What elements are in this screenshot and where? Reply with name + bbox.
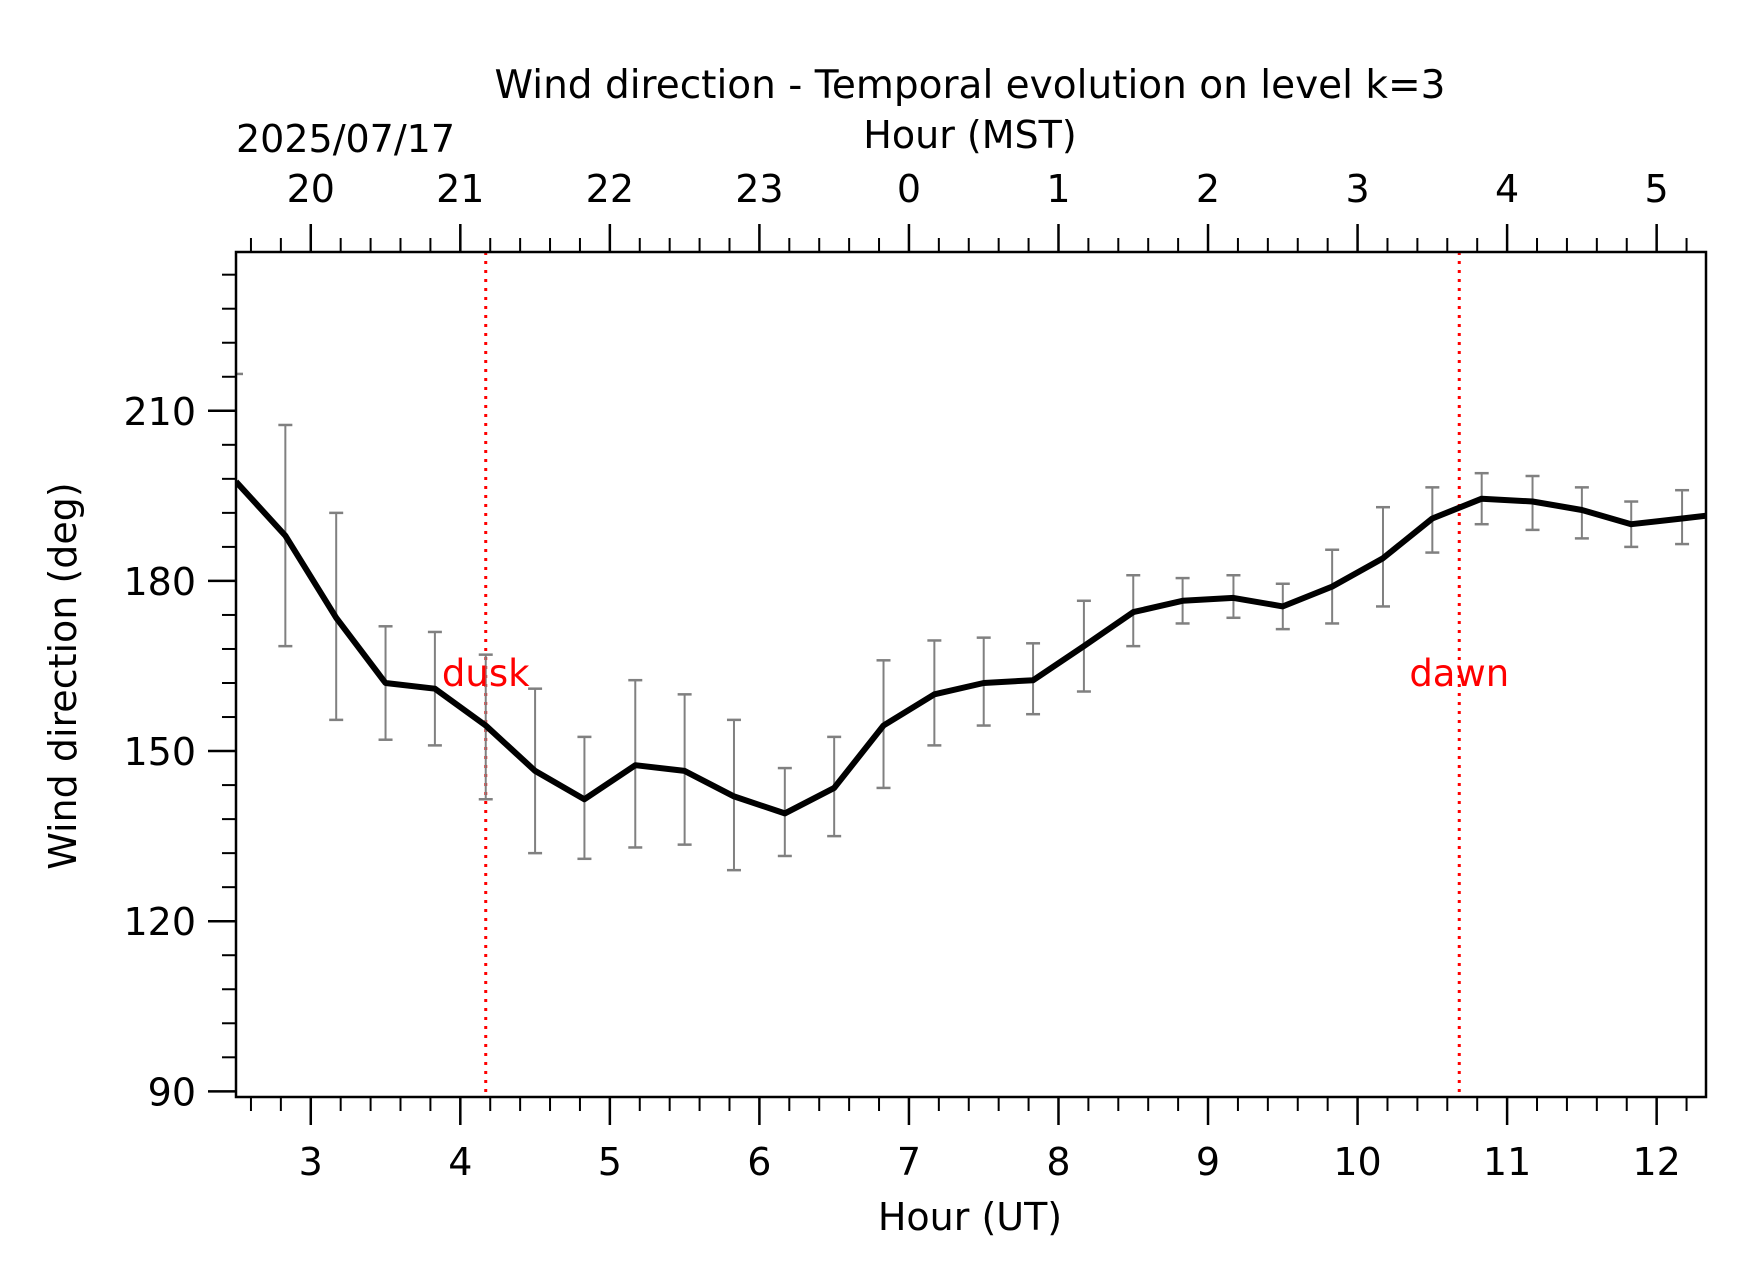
x-tick-label: 3 bbox=[299, 1140, 323, 1184]
top-tick-label: 23 bbox=[735, 167, 783, 211]
top-tick-label: 22 bbox=[586, 167, 634, 211]
top-tick-label: 2 bbox=[1196, 167, 1220, 211]
x-tick-label: 11 bbox=[1483, 1140, 1531, 1184]
y-axis-title: Wind direction (deg) bbox=[41, 482, 85, 869]
dusk-label: dusk bbox=[442, 652, 530, 695]
top-tick-label: 3 bbox=[1345, 167, 1369, 211]
x-axis-title: Hour (UT) bbox=[878, 1195, 1062, 1239]
x-tick-label: 12 bbox=[1632, 1140, 1680, 1184]
x-tick-label: 7 bbox=[897, 1140, 921, 1184]
y-tick-label: 120 bbox=[123, 900, 196, 944]
x-tick-label: 4 bbox=[448, 1140, 472, 1184]
y-tick-label: 90 bbox=[148, 1070, 196, 1114]
y-tick-label: 180 bbox=[123, 560, 196, 604]
wind-direction-line bbox=[236, 479, 1706, 817]
top-axis-title: Hour (MST) bbox=[863, 113, 1076, 157]
y-tick-label: 150 bbox=[123, 730, 196, 774]
y-tick-label: 210 bbox=[123, 390, 196, 434]
top-tick-label: 5 bbox=[1645, 167, 1669, 211]
top-tick-label: 4 bbox=[1495, 167, 1519, 211]
x-tick-label: 10 bbox=[1333, 1140, 1381, 1184]
x-tick-label: 6 bbox=[747, 1140, 771, 1184]
top-tick-label: 20 bbox=[287, 167, 335, 211]
top-tick-label: 21 bbox=[436, 167, 484, 211]
top-tick-label: 1 bbox=[1046, 167, 1070, 211]
plot-content bbox=[236, 252, 1706, 1097]
x-tick-label: 8 bbox=[1046, 1140, 1070, 1184]
plot-frame bbox=[234, 250, 1708, 1099]
x-tick-label: 9 bbox=[1196, 1140, 1220, 1184]
top-tick-label: 0 bbox=[897, 167, 921, 211]
top-axis-date: 2025/07/17 bbox=[236, 117, 455, 161]
chart-title: Wind direction - Temporal evolution on l… bbox=[495, 63, 1446, 108]
dawn-label: dawn bbox=[1409, 652, 1509, 695]
x-tick-label: 5 bbox=[598, 1140, 622, 1184]
